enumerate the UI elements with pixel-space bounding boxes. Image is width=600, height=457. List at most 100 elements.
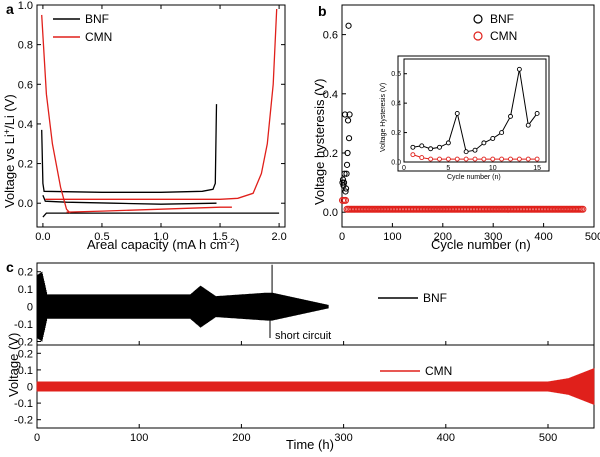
cmn-curve xyxy=(45,8,278,200)
x-tick-label: 400 xyxy=(437,432,455,444)
inset-y-tick-label: 0.4 xyxy=(391,101,401,108)
inset-x-tick-label: 10 xyxy=(489,165,497,172)
x-tick-label: 100 xyxy=(383,231,401,243)
top-y-tick-label: 0 xyxy=(27,302,33,314)
inset-cmn-point xyxy=(437,156,442,162)
top-y-tick-label: 0.2 xyxy=(18,267,33,279)
inset-x-tick-label: 0 xyxy=(402,165,406,172)
inset-cmn-point xyxy=(525,156,531,162)
inset-bnf-point xyxy=(508,113,513,119)
cmn-point xyxy=(342,196,350,204)
y-tick-label: 0.0 xyxy=(18,198,33,210)
y-tick-label: 0.8 xyxy=(18,40,33,52)
x-tick-label: 100 xyxy=(130,432,148,444)
inset-bnf-point xyxy=(419,143,425,149)
inset-cmn-point xyxy=(410,152,416,158)
panel-a-ylabel: Voltage vs Li+/Li (V) xyxy=(2,94,17,208)
panel-c-ticks: 0 100 200 300 400 500-0.2-0.100.10.2-0.2-0.10… xyxy=(14,267,557,444)
x-tick-label: 400 xyxy=(534,231,552,243)
bnf-point xyxy=(344,117,352,124)
y-tick-label: 0.2 xyxy=(323,148,338,160)
panel-a-series xyxy=(41,8,280,218)
y-tick-label: 0.4 xyxy=(323,89,338,101)
x-tick-label: 500 xyxy=(585,231,600,243)
inset-bnf-point xyxy=(410,144,416,150)
top-y-tick-label: -0.2 xyxy=(14,337,33,349)
x-tick-label: 0 xyxy=(34,432,40,444)
x-tick-label: 300 xyxy=(334,432,352,444)
short-circuit-annotation: short circuit xyxy=(275,330,331,342)
bnf-point xyxy=(345,22,352,29)
inset-cmn-point xyxy=(445,156,451,162)
top-y-tick-label: 0.1 xyxy=(18,284,33,296)
inset-bnf-point xyxy=(534,110,540,116)
x-tick-label: 1.0 xyxy=(153,231,168,243)
inset-bnf-point xyxy=(428,146,434,152)
panel-a-ticks: 0.0 0.5 1.0 1.5 2.0 0.0 0.2 0.4 0.6 0.8 1.0 xyxy=(18,0,287,243)
inset-bnf-point xyxy=(490,136,496,141)
cmn-curve xyxy=(66,206,232,213)
panel-b-inset: 0 5 10 15 0.0 0.2 0.4 0.6 Cycle number (n) Volt… xyxy=(380,55,550,181)
x-tick-label: 200 xyxy=(434,231,452,243)
legend-b-cmn-label: CMN xyxy=(490,29,517,43)
inset-cmn-point xyxy=(428,156,434,162)
panel-b-series xyxy=(339,22,587,213)
x-tick-label: 2.0 xyxy=(271,231,286,243)
bnf-point xyxy=(344,149,351,157)
inset-bnf-point xyxy=(454,110,460,116)
inset-series xyxy=(410,66,540,162)
bnf-curve xyxy=(42,212,280,218)
inset-y-tick-label: 0.2 xyxy=(391,130,401,137)
x-tick-label: 300 xyxy=(484,231,502,243)
legend-bnf-label: BNF xyxy=(85,12,109,26)
bottom-y-tick-label: 0 xyxy=(27,382,33,394)
inset-cmn-point xyxy=(463,156,469,162)
bnf-point xyxy=(346,111,353,118)
bnf-point xyxy=(341,111,349,118)
inset-axes-frame xyxy=(403,58,547,163)
panel-c-series xyxy=(36,264,595,405)
bnf-point xyxy=(345,135,353,142)
inset-bnf-point xyxy=(437,144,442,150)
x-tick-label: 0.0 xyxy=(35,231,50,243)
y-tick-label: 0.2 xyxy=(18,159,33,171)
inset-cmn-point xyxy=(490,156,496,162)
bottom-y-tick-label: -0.2 xyxy=(14,415,33,427)
inset-x-tick-label: 5 xyxy=(446,165,450,172)
legend-b-bnf-label: BNF xyxy=(490,12,514,26)
cmn-point xyxy=(579,205,587,213)
inset-cmn-point xyxy=(508,156,513,162)
bnf-point xyxy=(342,185,350,192)
panel-b-axes-frame xyxy=(341,4,595,228)
x-tick-label: 1.5 xyxy=(212,231,227,243)
panel-a-axes-frame xyxy=(36,4,286,228)
inset-cmn-point xyxy=(534,156,540,162)
y-tick-label: 0.6 xyxy=(18,79,33,91)
y-tick-label: 1.0 xyxy=(18,0,33,12)
inset-bnf-point xyxy=(525,122,531,128)
y-tick-label: 0.4 xyxy=(18,119,33,131)
bnf-voltage-trace xyxy=(36,271,329,342)
legend-cmn-label: CMN xyxy=(85,30,112,44)
bnf-point xyxy=(339,176,347,183)
panel-b-xlabel: Cycle number (n) xyxy=(431,237,531,252)
inset-cmn-point xyxy=(499,156,505,162)
inset-xlabel: Cycle number (n) xyxy=(447,174,501,181)
bnf-point xyxy=(342,188,349,195)
panel-a-label: a xyxy=(6,1,14,17)
legend-c-bnf-label: BNF xyxy=(423,291,447,305)
bnf-curve xyxy=(42,195,217,205)
legend-c-cmn-label: CMN xyxy=(425,364,452,378)
inset-ylabel: Voltage Hysteresis (V) xyxy=(380,83,387,152)
cmn-curve xyxy=(41,14,71,214)
bottom-y-tick-label: 0.1 xyxy=(18,365,33,377)
y-tick-label: 0.0 xyxy=(323,207,338,219)
inset-bnf-point xyxy=(445,140,451,146)
inset-cmn-point xyxy=(419,155,425,161)
panel-b-ticks: 01002003004005000.00.20.40.6 xyxy=(323,30,600,243)
bnf-point xyxy=(341,170,348,177)
bottom-y-tick-label: 0.2 xyxy=(18,348,33,360)
bnf-point xyxy=(343,170,350,177)
inset-bnf-point xyxy=(472,147,478,153)
